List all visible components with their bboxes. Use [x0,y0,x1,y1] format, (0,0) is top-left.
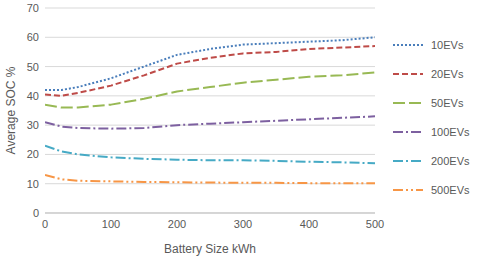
legend-label: 20EVs [431,68,464,80]
legend-label: 500EVs [431,184,470,196]
y-tick-label: 20 [27,148,39,160]
series-line [45,175,375,183]
series-line [45,46,375,96]
x-axis-title: Battery Size kWh [164,242,256,256]
x-tick-label: 0 [42,218,48,230]
grid-line [45,66,375,67]
y-tick-label: 10 [27,178,39,190]
grid-line [45,213,375,214]
grid-line [45,125,375,126]
series-line [45,146,375,164]
x-tick-label: 100 [102,218,120,230]
x-tick-label: 200 [168,218,186,230]
x-tick-label: 500 [366,218,384,230]
plot-area [45,37,375,183]
legend-swatch [393,44,423,46]
legend-swatch [393,160,423,162]
chart: 0 10 20 30 40 50 60 70 0 100 200 300 400 500 Battery S… [0,0,500,261]
y-axis-title: Average SOC % [4,66,18,154]
y-tick-label: 60 [27,31,39,43]
y-tick-label: 30 [27,119,39,131]
legend-label: 50EVs [431,97,464,109]
y-tick-label: 50 [27,61,39,73]
legend-swatch [393,102,423,104]
legend-label: 100EVs [431,126,470,138]
x-axis-line [45,213,375,214]
grid-line [45,154,375,155]
y-tick-label: 0 [33,207,39,219]
x-tick-label: 300 [234,218,252,230]
series-line [45,116,375,128]
grid-line [45,37,375,38]
y-tick-label: 70 [27,2,39,14]
legend-label: 200EVs [431,155,470,167]
x-tick-label: 400 [300,218,318,230]
series-line [45,72,375,107]
series-line [45,37,375,90]
grid-line [45,8,375,9]
legend-swatch [393,189,423,191]
grid-line [45,95,375,96]
legend-swatch [393,131,423,133]
y-tick-label: 40 [27,90,39,102]
legend-label: 10EVs [431,39,464,51]
legend-swatch [393,73,423,75]
